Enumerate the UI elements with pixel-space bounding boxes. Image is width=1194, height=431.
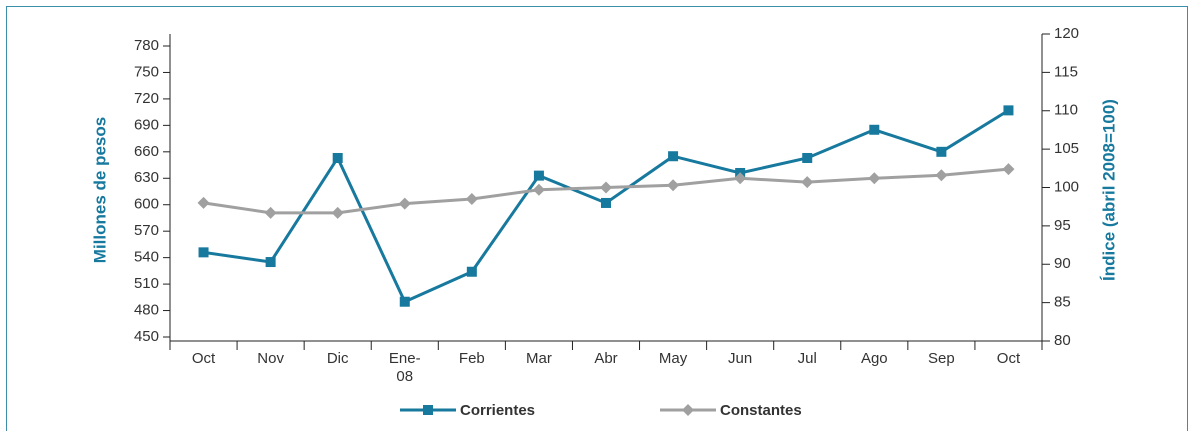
y2-tick-label: 90: [1054, 255, 1071, 272]
marker: [1003, 105, 1014, 116]
x-tick-label: Jul: [797, 350, 817, 367]
y2-tick-label: 80: [1054, 332, 1071, 349]
marker: [465, 193, 478, 206]
marker: [398, 197, 411, 210]
marker: [197, 196, 210, 209]
marker: [332, 152, 343, 163]
y2-tick-label: 115: [1054, 63, 1078, 80]
marker: [399, 296, 410, 307]
x-tick-label: Abr: [594, 350, 618, 367]
y-tick-label: 720: [134, 90, 159, 107]
marker: [331, 206, 344, 219]
x-tick-label: Feb: [458, 350, 485, 367]
x-tick-label: Sep: [928, 350, 955, 367]
marker: [868, 172, 881, 185]
marker: [734, 172, 747, 185]
y-axis-title: Millones de pesos: [90, 117, 109, 263]
marker: [801, 176, 814, 189]
y2-tick-label: 85: [1054, 294, 1071, 311]
marker: [532, 183, 545, 196]
marker: [264, 206, 277, 219]
marker: [935, 169, 948, 182]
marker: [668, 151, 679, 162]
y2-tick-label: 100: [1054, 178, 1079, 195]
x-tick-label: May: [658, 350, 688, 367]
marker: [423, 405, 433, 415]
y2-tick-label: 105: [1054, 140, 1079, 157]
y-tick-label: 600: [134, 196, 159, 213]
marker: [466, 266, 477, 277]
x-tick-label: Mar: [526, 350, 552, 367]
marker: [601, 197, 611, 208]
y-tick-label: 450: [134, 328, 159, 345]
marker: [198, 247, 209, 258]
y-tick-label: 570: [134, 222, 159, 239]
marker: [682, 404, 694, 416]
marker: [533, 170, 544, 181]
legend-label: Corrientes: [460, 402, 535, 419]
x-tick-label: Jun: [728, 350, 753, 367]
y-tick-label: 540: [134, 249, 159, 266]
x-tick-label: Oct: [191, 350, 216, 367]
x-tick-label: Ene-08: [388, 350, 421, 385]
y2-axis-title: Índice (abril 2008=100): [1099, 99, 1118, 281]
marker: [1002, 163, 1015, 176]
marker: [600, 181, 612, 194]
x-tick-label: Oct: [996, 350, 1021, 367]
y-tick-label: 780: [134, 37, 159, 54]
x-tick-label: Nov: [257, 350, 284, 367]
marker: [802, 152, 813, 163]
marker: [265, 257, 276, 268]
marker: [667, 179, 680, 192]
y-tick-label: 690: [134, 116, 159, 133]
y-tick-label: 480: [134, 302, 159, 319]
y-tick-label: 510: [134, 275, 159, 292]
y-tick-label: 630: [134, 169, 159, 186]
y2-tick-label: 95: [1054, 217, 1071, 234]
x-tick-label: Ago: [860, 350, 888, 367]
x-tick-label: Dic: [326, 350, 349, 367]
y2-tick-label: 110: [1054, 102, 1078, 119]
y2-tick-label: 120: [1054, 25, 1079, 42]
marker: [869, 124, 880, 135]
frame: [6, 6, 1188, 431]
y-tick-label: 660: [134, 143, 159, 160]
y-tick-label: 750: [134, 63, 159, 80]
legend-label: Constantes: [720, 402, 802, 419]
marker: [936, 146, 947, 157]
